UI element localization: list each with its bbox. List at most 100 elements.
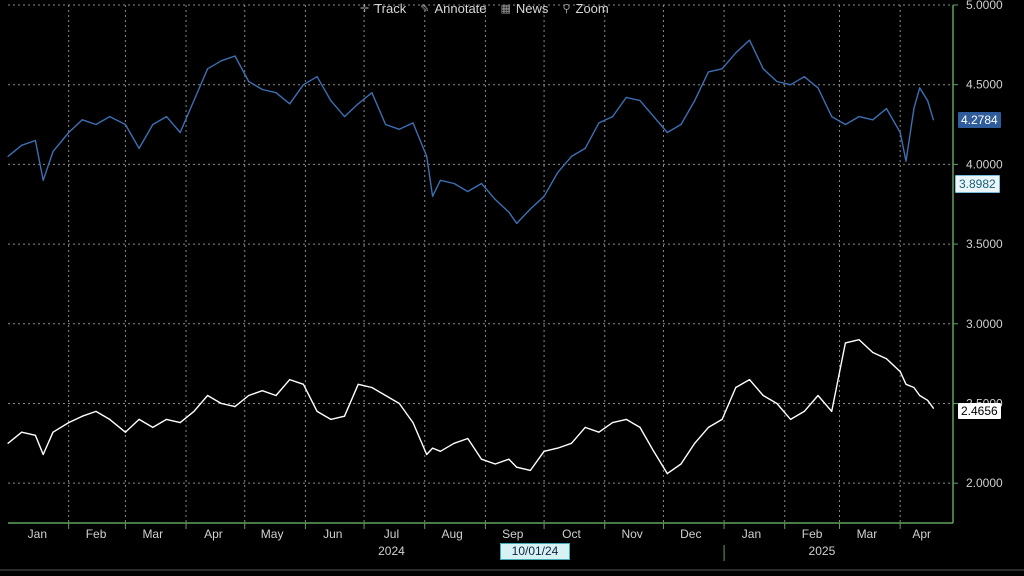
series-2-point [152, 426, 154, 428]
series-1-point [439, 179, 441, 181]
series-1-point [302, 84, 305, 86]
series-2-point [439, 450, 441, 452]
series-1-point [831, 115, 833, 118]
series-2-point [138, 418, 140, 420]
annotate-label: Annotate [434, 0, 487, 16]
y-tick-label: 4.0000 [966, 157, 1003, 171]
series-2-point [913, 386, 915, 389]
series-2-point [735, 386, 737, 389]
series-2-point [666, 472, 668, 475]
month-label: Apr [204, 527, 223, 541]
series-2-point [680, 463, 682, 465]
series-2-point [248, 394, 250, 397]
series-1-point [289, 103, 291, 105]
series-2-point [68, 421, 70, 424]
series-1-point [206, 68, 209, 70]
series-1-point [666, 131, 668, 134]
series-2-point [206, 394, 209, 397]
series-2-point [234, 406, 236, 408]
series-1-point [899, 131, 901, 134]
series-1-point [611, 115, 614, 118]
series-2-point [316, 410, 318, 413]
series-1-point [426, 155, 428, 158]
series-2-point [694, 442, 696, 444]
series-1-point [639, 100, 641, 102]
series-1-point [480, 182, 483, 185]
series-1-point [776, 80, 778, 83]
series-2-point [357, 383, 359, 385]
news-button[interactable]: ▦ News [501, 0, 549, 16]
series-2-point [858, 339, 860, 341]
month-label: Jan [742, 527, 761, 541]
series-1-point [7, 155, 9, 158]
series-2-point [776, 402, 778, 405]
series-1-point [220, 60, 222, 62]
series-2-point [625, 418, 627, 420]
series-1-point [42, 179, 44, 181]
series-2-point [453, 442, 455, 444]
date-marker[interactable]: 10/01/24 [500, 543, 570, 560]
series-2-point [165, 418, 168, 420]
series-2-point [905, 383, 907, 385]
series-1-point [932, 119, 935, 121]
series-1-point [721, 68, 723, 70]
month-label: Sep [502, 527, 524, 541]
y-tick-label: 3.5000 [966, 237, 1003, 251]
month-label: Feb [86, 527, 107, 541]
series-1-point [275, 92, 277, 94]
series-1-point [543, 195, 545, 197]
series-1-point [261, 88, 263, 91]
series-2-point [34, 434, 36, 436]
series-2-point [926, 399, 929, 401]
year-label: 2024 [378, 544, 405, 558]
series-1-point [95, 123, 97, 126]
series-2-point [426, 453, 428, 456]
zoom-button[interactable]: ⚲ Zoom [562, 0, 608, 16]
year-label: 2025 [809, 544, 836, 558]
series-2-point [919, 394, 921, 397]
series-2-point [289, 378, 291, 381]
series-2-point [611, 421, 614, 424]
series-2-point [21, 431, 23, 433]
track-button[interactable]: ✛ Track [360, 0, 406, 16]
series-2-point [584, 426, 586, 428]
series-1-point [138, 147, 140, 150]
series-2-point [557, 447, 559, 449]
series-2-point [275, 394, 277, 397]
series-1-point [680, 123, 682, 126]
series-1-line [7, 39, 935, 225]
series-2-point [899, 370, 901, 373]
month-label: Mar [857, 527, 878, 541]
series-2-point [653, 450, 655, 452]
annotate-button[interactable]: ✎ Annotate [420, 0, 486, 16]
series-2-point [516, 466, 518, 468]
series-1-point [109, 115, 111, 118]
month-label: Jul [384, 527, 399, 541]
series-1-point [52, 151, 54, 153]
series-2-point [529, 469, 531, 472]
y-tick-label: 4.5000 [966, 78, 1003, 92]
series-1-point [494, 198, 496, 201]
series-1-point [234, 55, 236, 57]
y-tick-label: 3.0000 [966, 317, 1003, 331]
series-2-point [932, 407, 935, 409]
series-2-point [52, 431, 54, 433]
series-1-point [919, 87, 921, 89]
series-1-point [81, 119, 83, 121]
series-2-point [431, 447, 434, 449]
series-1-point [152, 123, 154, 126]
series-1-point [584, 147, 586, 150]
series-1-point [529, 208, 531, 210]
month-label: Apr [912, 527, 931, 541]
series-1-point [858, 115, 860, 118]
series-1-point [803, 76, 805, 78]
month-label: Jan [28, 527, 47, 541]
series-2-point [543, 450, 545, 452]
series-1-point [570, 155, 573, 158]
series-1-point [34, 139, 36, 142]
series-1-point [371, 92, 373, 94]
series-1-point [357, 103, 359, 105]
y-tick-label: 5.0000 [966, 0, 1003, 12]
